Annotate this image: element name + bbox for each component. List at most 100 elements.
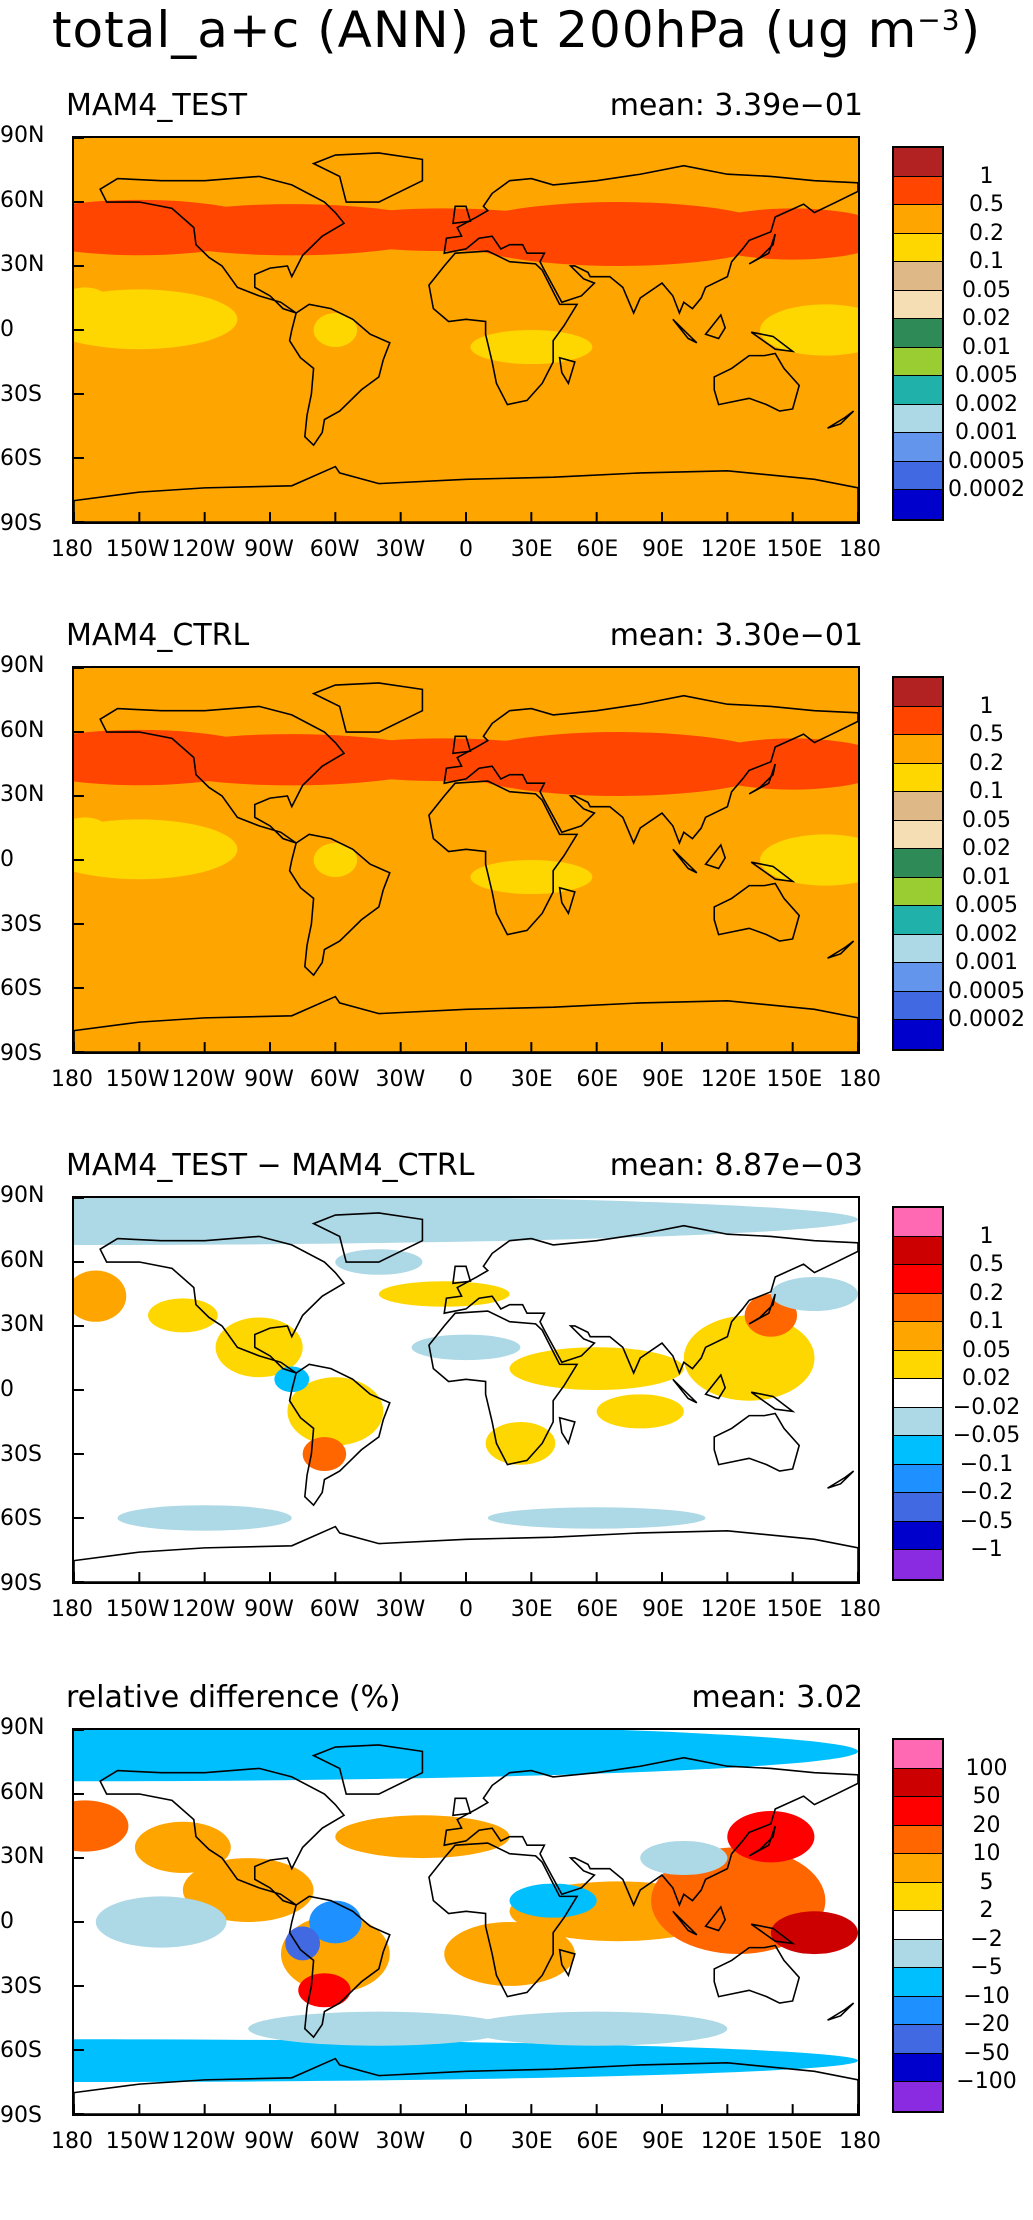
colorbar-label: −10 xyxy=(963,1983,1010,2009)
lon-tick-label: 180 xyxy=(51,1067,93,1092)
colorbar-swatch xyxy=(894,1464,942,1493)
colorbar-swatch xyxy=(894,1550,942,1579)
field-contour xyxy=(509,1883,597,1918)
field-contour xyxy=(74,819,238,880)
colorbar-label: −5 xyxy=(970,1955,1003,1980)
field-contour xyxy=(298,1973,351,2008)
lat-tick-label: 0 xyxy=(0,317,14,342)
colorbar-swatch xyxy=(894,404,942,433)
colorbar-swatch xyxy=(894,678,942,707)
colorbar-swatch xyxy=(894,2025,942,2054)
field-contour xyxy=(335,1815,510,1859)
colorbar-label: −2 xyxy=(970,1926,1003,1952)
coastline xyxy=(750,1391,796,1413)
field-contour xyxy=(134,1821,231,1874)
lat-tick-label: 60S xyxy=(0,2038,42,2064)
colorbar-swatch xyxy=(894,1740,942,1769)
colorbar-label: 0.0005 xyxy=(948,448,1025,474)
coastline xyxy=(74,2057,858,2114)
field-contour xyxy=(760,834,858,886)
field-contour xyxy=(770,1911,858,1955)
field-contour xyxy=(287,1377,384,1446)
lon-tick-label: 30E xyxy=(510,1067,553,1092)
colorbar-swatch xyxy=(894,1407,942,1436)
lon-tick-label: 150E xyxy=(766,1067,823,1092)
colorbar-swatch xyxy=(894,205,942,234)
field-contour xyxy=(444,1922,575,1986)
coastline xyxy=(713,882,801,942)
lat-tick-label: 90S xyxy=(0,2103,42,2128)
lon-tick-label: 90E xyxy=(642,1067,684,1092)
coastline xyxy=(74,465,858,522)
coastline xyxy=(311,1744,424,1795)
lat-tick-label: 60N xyxy=(0,717,45,743)
lat-tick-label: 60N xyxy=(0,1779,45,1805)
field-contour xyxy=(309,1900,362,1944)
panel-label: MAM4_TEST − MAM4_CTRL xyxy=(66,1148,475,1183)
lat-tick-label: 60S xyxy=(0,976,42,1002)
colorbar xyxy=(892,146,944,521)
field-contour xyxy=(378,1281,510,1307)
coastline xyxy=(452,1797,472,1817)
panel-mean: mean: 3.30e−01 xyxy=(609,618,863,653)
lon-tick-label: 120W xyxy=(171,537,236,562)
colorbar-swatch xyxy=(894,1293,942,1322)
colorbar-label: −0.05 xyxy=(952,1423,1021,1448)
lon-tick-label: 0 xyxy=(459,1597,473,1622)
colorbar-label: 0.1 xyxy=(969,1309,1004,1334)
coastline xyxy=(827,940,855,959)
lon-tick-label: 90W xyxy=(244,537,294,562)
lat-tick-label: 60N xyxy=(0,1247,45,1273)
coastline xyxy=(443,1224,858,1376)
colorbar-swatch xyxy=(894,1882,942,1911)
lon-tick-label: 30W xyxy=(375,1067,426,1092)
map-panel: MAM4_TEST mean: 3.39e−01 90N 60N 30N 0 30S 60S 9… xyxy=(0,88,1033,628)
colorbar-label: 0.2 xyxy=(969,750,1004,776)
colorbar-swatch xyxy=(894,319,942,348)
lon-tick-label: 180 xyxy=(51,1597,93,1622)
lon-tick-label: 90W xyxy=(244,2129,294,2154)
colorbar-label: 0.0002 xyxy=(948,1007,1025,1032)
colorbar-label: 0.0005 xyxy=(948,978,1025,1004)
colorbar-swatch xyxy=(894,347,942,376)
colorbar-swatch xyxy=(894,1911,942,1940)
colorbar-swatch xyxy=(894,1939,942,1968)
colorbar-swatch xyxy=(894,1350,942,1379)
lon-tick-label: 30W xyxy=(375,2129,426,2154)
field-contour xyxy=(74,2039,858,2083)
colorbar-label: 1 xyxy=(979,163,994,189)
field-contour xyxy=(509,1347,684,1390)
colorbar xyxy=(892,676,944,1051)
field-contour xyxy=(74,289,238,350)
colorbar-label: 0.1 xyxy=(969,779,1004,804)
lat-tick-label: 60N xyxy=(0,187,45,213)
lat-tick-label: 90N xyxy=(0,1715,45,1740)
lon-tick-label: 90E xyxy=(642,1597,684,1622)
lon-tick-label: 120E xyxy=(700,1067,757,1092)
coastline xyxy=(74,1525,858,1582)
lon-tick-label: 60W xyxy=(309,1067,360,1092)
coastline xyxy=(74,995,858,1052)
lat-tick-label: 30S xyxy=(0,381,42,407)
coastline xyxy=(750,1923,796,1945)
colorbar-label: 0.002 xyxy=(955,921,1018,947)
colorbar-label: 1 xyxy=(979,693,994,719)
lon-tick-label: 60W xyxy=(309,1597,360,1622)
map-plot xyxy=(74,1730,858,2114)
lon-tick-label: 180 xyxy=(839,1597,881,1622)
lon-tick-label: 150W xyxy=(105,537,170,562)
lon-tick-label: 150W xyxy=(105,1597,170,1622)
coastline xyxy=(748,1293,777,1325)
coastline xyxy=(311,682,424,733)
colorbar-swatch xyxy=(894,963,942,992)
lat-tick-label: 30N xyxy=(0,1312,45,1338)
field-contour xyxy=(694,208,858,260)
lat-tick-label: 30S xyxy=(0,911,42,937)
coastline xyxy=(443,694,858,846)
colorbar-label: 0.5 xyxy=(969,722,1004,747)
lon-tick-label: 120W xyxy=(171,1067,236,1092)
coastline xyxy=(288,1363,391,1507)
coastline xyxy=(428,1842,579,1998)
lat-tick-label: 60S xyxy=(0,446,42,472)
lon-tick-label: 60E xyxy=(576,2129,619,2154)
